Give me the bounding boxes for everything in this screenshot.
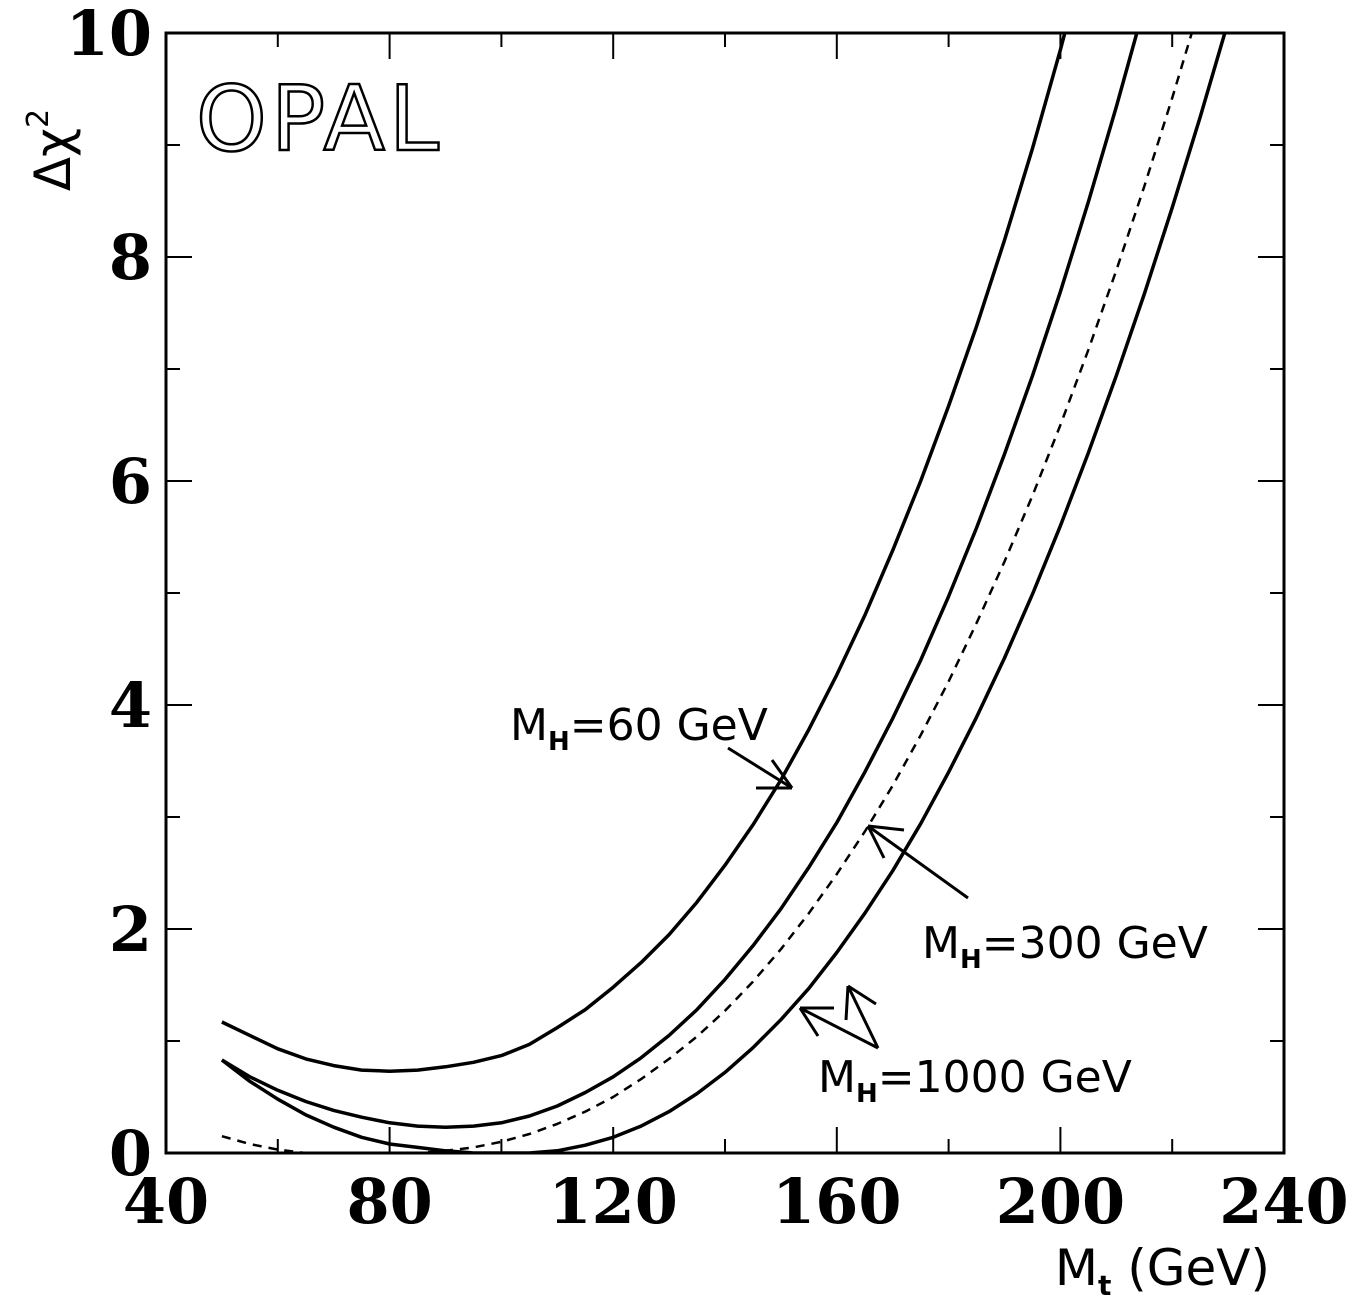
x-axis-title-rest: (GeV) — [1111, 1239, 1270, 1297]
x-tick-label: 200 — [996, 1165, 1125, 1238]
x-tick-label: 160 — [772, 1165, 901, 1238]
tick-labels: 40 80 120 160 200 240 0 2 4 6 8 10 — [66, 0, 1349, 1238]
x-tick-label: 120 — [548, 1165, 677, 1238]
curve-mh-60 — [221, 33, 1067, 1073]
annotation-mh-60-rest: =60 GeV — [570, 700, 768, 751]
annotation-mh-300-rest: =300 GeV — [982, 918, 1208, 969]
y-tick-label: 4 — [109, 669, 152, 742]
curve-mh-1000 — [220, 33, 1227, 1153]
x-tick-label: 240 — [1219, 1165, 1348, 1238]
y-axis-title: Δχ2 — [21, 109, 82, 191]
y-tick-label: 8 — [109, 221, 152, 294]
annotation-mh-300-arrow — [866, 824, 969, 900]
x-tick-label: 80 — [346, 1165, 432, 1238]
y-tick-label: 10 — [66, 0, 152, 70]
curve-mh-300 — [220, 33, 1139, 1129]
annotation-mh-1000-sub: H — [856, 1079, 878, 1109]
annotation-mh-60: MH=60 GeV — [510, 700, 768, 757]
y-tick-label: 0 — [109, 1117, 152, 1190]
plot-frame — [164, 31, 1286, 1155]
annotation-mh-1000-arrows — [798, 984, 880, 1050]
curve-dashed — [221, 33, 1194, 1153]
svg-text:Δχ2: Δχ2 — [21, 109, 82, 191]
annotation-mh-300: MH=300 GeV — [922, 918, 1208, 975]
annotation-mh-1000-main: M — [818, 1052, 856, 1103]
x-axis-title-main: M — [1055, 1239, 1098, 1297]
annotation-mh-60-arrow — [727, 746, 794, 790]
y-tick-label: 6 — [109, 445, 152, 518]
annotation-mh-1000-rest: =1000 GeV — [878, 1052, 1132, 1103]
annotation-mh-300-sub: H — [960, 945, 982, 975]
annotation-mh-60-main: M — [510, 700, 548, 751]
x-axis-title: Mt (GeV) — [1055, 1239, 1270, 1301]
annotation-mh-1000: MH=1000 GeV — [818, 1052, 1132, 1109]
x-axis-title-sub: t — [1098, 1269, 1111, 1301]
y-axis-title-main: Δχ — [24, 128, 82, 191]
y-axis-title-sup: 2 — [21, 109, 56, 128]
x-tick-label: 40 — [123, 1165, 209, 1238]
annotation-mh-300-main: M — [922, 918, 960, 969]
annotation-mh-60-sub: H — [548, 727, 570, 757]
y-tick-label: 2 — [109, 893, 152, 966]
opal-logo: OPAL — [196, 67, 443, 172]
axis-ticks — [165, 32, 1285, 1154]
curves — [220, 33, 1227, 1153]
